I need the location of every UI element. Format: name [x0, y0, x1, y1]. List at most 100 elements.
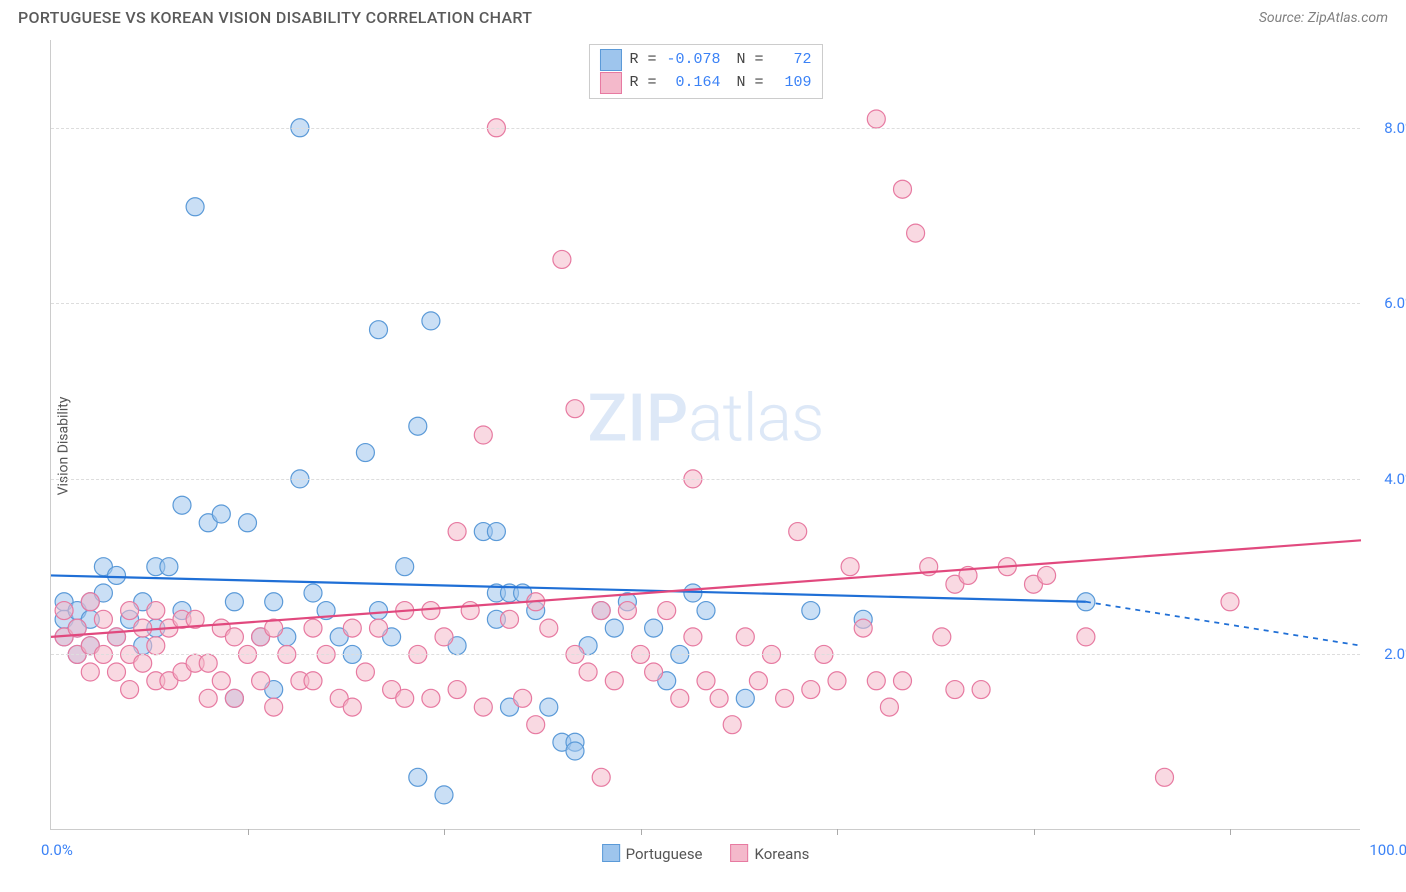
- data-point: [854, 619, 872, 637]
- data-point: [422, 312, 440, 330]
- data-point: [81, 663, 99, 681]
- data-point: [474, 426, 492, 444]
- data-point: [1077, 628, 1095, 646]
- legend-swatch-icon: [599, 72, 621, 94]
- data-point: [592, 768, 610, 786]
- legend-item: Koreans: [731, 844, 810, 863]
- data-point: [1038, 566, 1056, 584]
- scatter-svg: [51, 40, 1360, 829]
- legend-item: Portuguese: [602, 844, 703, 863]
- data-point: [343, 698, 361, 716]
- data-point: [789, 523, 807, 541]
- data-point: [867, 110, 885, 128]
- data-point: [225, 628, 243, 646]
- data-point: [448, 681, 466, 699]
- data-point: [265, 593, 283, 611]
- data-point: [225, 689, 243, 707]
- data-point: [776, 689, 794, 707]
- data-point: [160, 558, 178, 576]
- data-point: [645, 619, 663, 637]
- data-point: [658, 602, 676, 620]
- data-point: [972, 681, 990, 699]
- data-point: [736, 628, 754, 646]
- n-label: N =: [737, 72, 764, 95]
- x-tick: [641, 829, 642, 835]
- data-point: [239, 514, 257, 532]
- data-point: [199, 654, 217, 672]
- data-point: [343, 619, 361, 637]
- data-point: [749, 672, 767, 690]
- data-point: [566, 400, 584, 418]
- data-point: [540, 619, 558, 637]
- data-point: [121, 681, 139, 699]
- data-point: [422, 602, 440, 620]
- data-point: [265, 698, 283, 716]
- data-point: [671, 689, 689, 707]
- data-point: [907, 224, 925, 242]
- data-point: [566, 742, 584, 760]
- data-point: [396, 689, 414, 707]
- x-tick: [248, 829, 249, 835]
- data-point: [684, 628, 702, 646]
- data-point: [81, 593, 99, 611]
- x-tick: [837, 829, 838, 835]
- data-point: [186, 198, 204, 216]
- r-label: R =: [629, 49, 656, 72]
- x-tick: [1034, 829, 1035, 835]
- data-point: [55, 602, 73, 620]
- source-label: Source: ZipAtlas.com: [1259, 10, 1388, 26]
- data-point: [736, 689, 754, 707]
- data-point: [710, 689, 728, 707]
- gridline: [51, 128, 1360, 129]
- n-value: 109: [772, 72, 812, 95]
- data-point: [304, 619, 322, 637]
- data-point: [867, 672, 885, 690]
- y-tick-label: 6.0%: [1384, 294, 1406, 312]
- legend-swatch-icon: [731, 844, 749, 862]
- data-point: [370, 619, 388, 637]
- data-point: [880, 698, 898, 716]
- data-point: [697, 602, 715, 620]
- data-point: [527, 716, 545, 734]
- data-point: [422, 689, 440, 707]
- gridline: [51, 303, 1360, 304]
- data-point: [723, 716, 741, 734]
- data-point: [304, 584, 322, 602]
- data-point: [605, 619, 623, 637]
- data-point: [618, 602, 636, 620]
- data-point: [370, 602, 388, 620]
- data-point: [501, 610, 519, 628]
- data-point: [1221, 593, 1239, 611]
- data-point: [894, 180, 912, 198]
- r-value: -0.078: [665, 49, 721, 72]
- data-point: [134, 619, 152, 637]
- x-tick: [444, 829, 445, 835]
- y-tick-label: 8.0%: [1384, 119, 1406, 137]
- data-point: [448, 523, 466, 541]
- data-point: [697, 672, 715, 690]
- data-point: [514, 689, 532, 707]
- data-point: [461, 602, 479, 620]
- correlation-row: R =0.164N =109: [599, 72, 811, 95]
- data-point: [828, 672, 846, 690]
- data-point: [802, 602, 820, 620]
- gridline: [51, 479, 1360, 480]
- x-tick: [1230, 829, 1231, 835]
- x-axis-max-label: 100.0%: [1369, 841, 1406, 859]
- data-point: [409, 768, 427, 786]
- data-point: [370, 321, 388, 339]
- data-point: [252, 672, 270, 690]
- r-label: R =: [629, 72, 656, 95]
- data-point: [435, 628, 453, 646]
- data-point: [147, 602, 165, 620]
- data-point: [841, 558, 859, 576]
- data-point: [356, 444, 374, 462]
- series-legend: Portuguese Koreans: [602, 844, 810, 863]
- data-point: [173, 496, 191, 514]
- data-point: [199, 689, 217, 707]
- correlation-row: R =-0.078N =72: [599, 49, 811, 72]
- data-point: [134, 654, 152, 672]
- data-point: [396, 558, 414, 576]
- y-tick-label: 2.0%: [1384, 645, 1406, 663]
- data-point: [802, 681, 820, 699]
